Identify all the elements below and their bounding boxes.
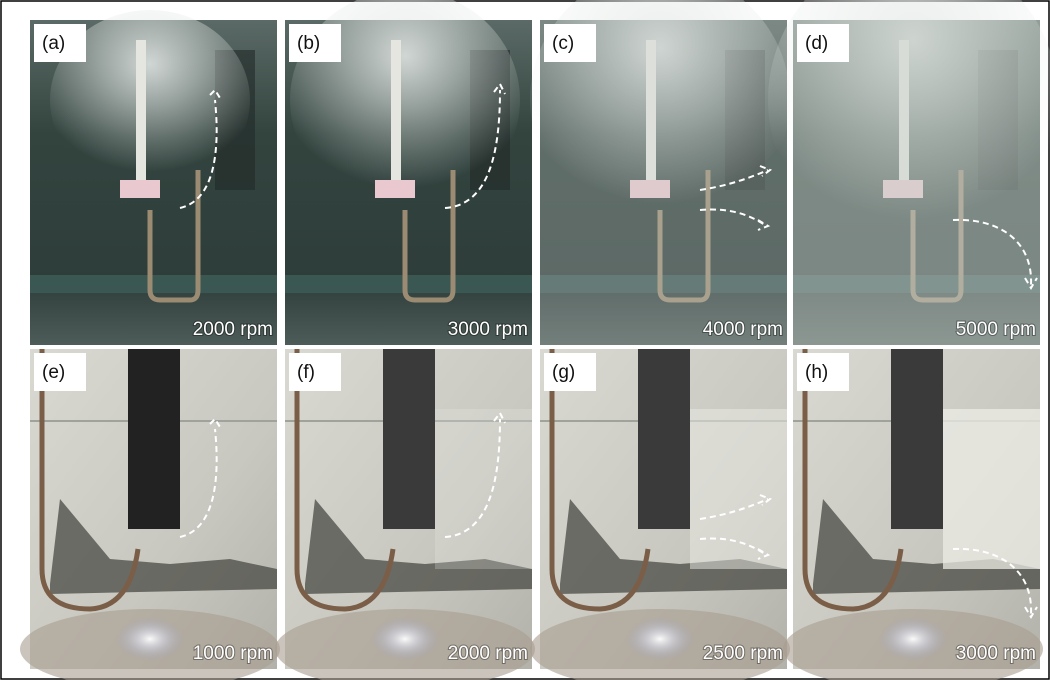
bubble-haze [690,409,787,569]
electrode [891,349,943,529]
tray [30,275,277,293]
electrode [128,349,180,529]
panel-label: (a) [42,33,65,54]
impeller-shaft [391,40,401,180]
photo-panel: (g) 2500 rpm [530,349,790,680]
bubble-haze [943,409,1040,569]
rotation-speed: 2000 rpm [448,643,528,664]
rotation-speed: 3000 rpm [448,319,528,340]
rotation-speed: 4000 rpm [703,319,783,340]
light-glare [370,617,440,661]
photo-panel: (e) 1000 rpm [20,349,280,680]
photo-panel: (h) 3000 rpm [783,349,1043,680]
rotation-speed: 3000 rpm [956,643,1036,664]
rotation-speed: 1000 rpm [193,643,273,664]
rotation-speed: 2000 rpm [193,319,273,340]
photo-panel: (c) 4000 rpm [530,0,790,345]
impeller-disc [120,180,160,198]
photo-panel: (a) 2000 rpm [30,10,277,345]
panel-label: (b) [297,33,320,54]
panel-label: (e) [42,362,65,383]
impeller-disc [375,180,415,198]
electrode [383,349,435,529]
impeller-shaft [136,40,146,180]
light-glare [625,617,695,661]
photo-panel: (d) 5000 rpm [768,0,1050,345]
panel-label: (d) [805,33,828,54]
panel-label: (h) [805,362,828,383]
figure: (a) 2000 rpm (b) 3000 rpm (c) 4000 rpm (d) 5000… [0,0,1050,680]
light-glare [115,617,185,661]
tray [285,275,532,293]
rotation-speed: 5000 rpm [956,319,1036,340]
fog-overlay [793,20,1040,345]
photo-panel: (f) 2000 rpm [275,349,535,680]
panel-label: (g) [552,362,575,383]
panel-grid: (a) 2000 rpm (b) 3000 rpm (c) 4000 rpm (d) 5000… [20,0,1050,680]
panel-label: (c) [552,33,574,54]
fog-overlay [540,20,787,345]
bubble-haze [435,409,532,569]
panel-label: (f) [297,362,315,383]
electrode [638,349,690,529]
rotation-speed: 2500 rpm [703,643,783,664]
photo-panel: (b) 3000 rpm [285,0,532,345]
light-glare [878,617,948,661]
